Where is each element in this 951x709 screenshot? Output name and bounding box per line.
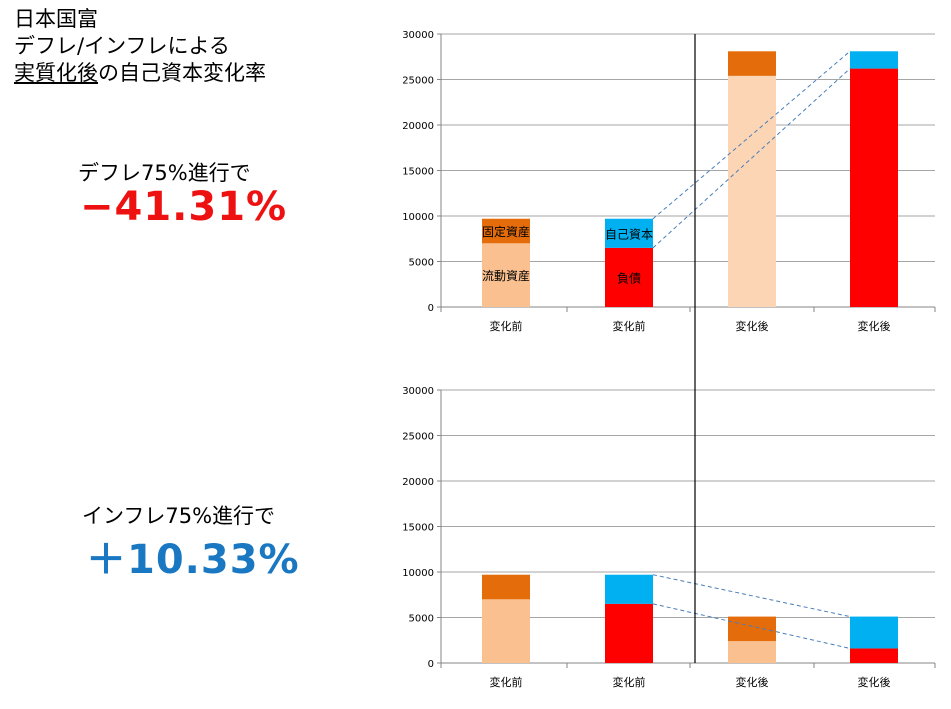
- bar-segment: [482, 218, 530, 244]
- y-tick-label: 30000: [402, 386, 434, 397]
- x-category-label: 変化後: [858, 675, 891, 689]
- x-category-label: 変化前: [490, 675, 523, 689]
- bar-segment: [605, 247, 653, 307]
- title-rest-text: の自己資本変化率: [98, 61, 266, 85]
- bar-segment: [728, 51, 776, 76]
- bar-segment: [728, 616, 776, 642]
- y-tick-label: 15000: [402, 523, 434, 534]
- bar-segment: [482, 243, 530, 307]
- x-category-label: 変化前: [613, 675, 646, 689]
- title-line-1: 日本国富: [14, 7, 98, 31]
- bar-segment: [850, 51, 898, 69]
- y-tick-label: 30000: [402, 30, 434, 41]
- segment-label: 流動資産: [482, 268, 530, 283]
- x-category-label: 変化後: [736, 319, 769, 333]
- bar-segment: [728, 641, 776, 663]
- title-block: 日本国富 デフレ/インフレによる 実質化後の自己資本変化率: [14, 6, 266, 87]
- y-tick-label: 20000: [402, 477, 434, 488]
- bar-segment: [850, 68, 898, 307]
- x-category-label: 変化後: [736, 675, 769, 689]
- y-tick-label: 25000: [402, 76, 434, 87]
- segment-label: 固定資産: [482, 224, 530, 239]
- connector-line: [652, 68, 851, 249]
- y-tick-label: 10000: [402, 212, 434, 223]
- bar-segment: [850, 648, 898, 663]
- y-tick-label: 20000: [402, 121, 434, 132]
- bar-segment: [728, 75, 776, 307]
- y-tick-label: 0: [428, 659, 434, 670]
- title-line-2: デフレ/インフレによる: [14, 34, 230, 58]
- connector-line: [652, 603, 851, 649]
- x-category-label: 変化前: [490, 319, 523, 333]
- connector-line: [652, 50, 851, 220]
- deflation-change-value: −41.31%: [80, 184, 288, 230]
- deflation-label: デフレ75%進行で: [78, 161, 251, 185]
- y-tick-label: 15000: [402, 167, 434, 178]
- inflation-change-value: ＋10.33%: [86, 537, 300, 583]
- title-line-3: 実質化後の自己資本変化率: [14, 60, 266, 87]
- segment-label: 自己資本: [605, 227, 653, 241]
- bar-segment: [482, 574, 530, 600]
- y-tick-label: 0: [428, 303, 434, 314]
- bar-segment: [850, 616, 898, 649]
- y-tick-label: 5000: [409, 258, 434, 269]
- x-category-label: 変化後: [858, 319, 891, 333]
- connector-line: [652, 574, 851, 618]
- y-tick-label: 10000: [402, 568, 434, 579]
- bar-segment: [605, 574, 653, 604]
- inflation-label: インフレ75%進行で: [82, 504, 276, 528]
- bar-segment: [605, 603, 653, 663]
- y-tick-label: 25000: [402, 432, 434, 443]
- x-category-label: 変化前: [613, 319, 646, 333]
- bar-segment: [605, 218, 653, 248]
- segment-label: 負債: [617, 270, 641, 285]
- bar-segment: [482, 599, 530, 663]
- title-underlined-text: 実質化後: [14, 61, 98, 85]
- y-tick-label: 5000: [409, 614, 434, 625]
